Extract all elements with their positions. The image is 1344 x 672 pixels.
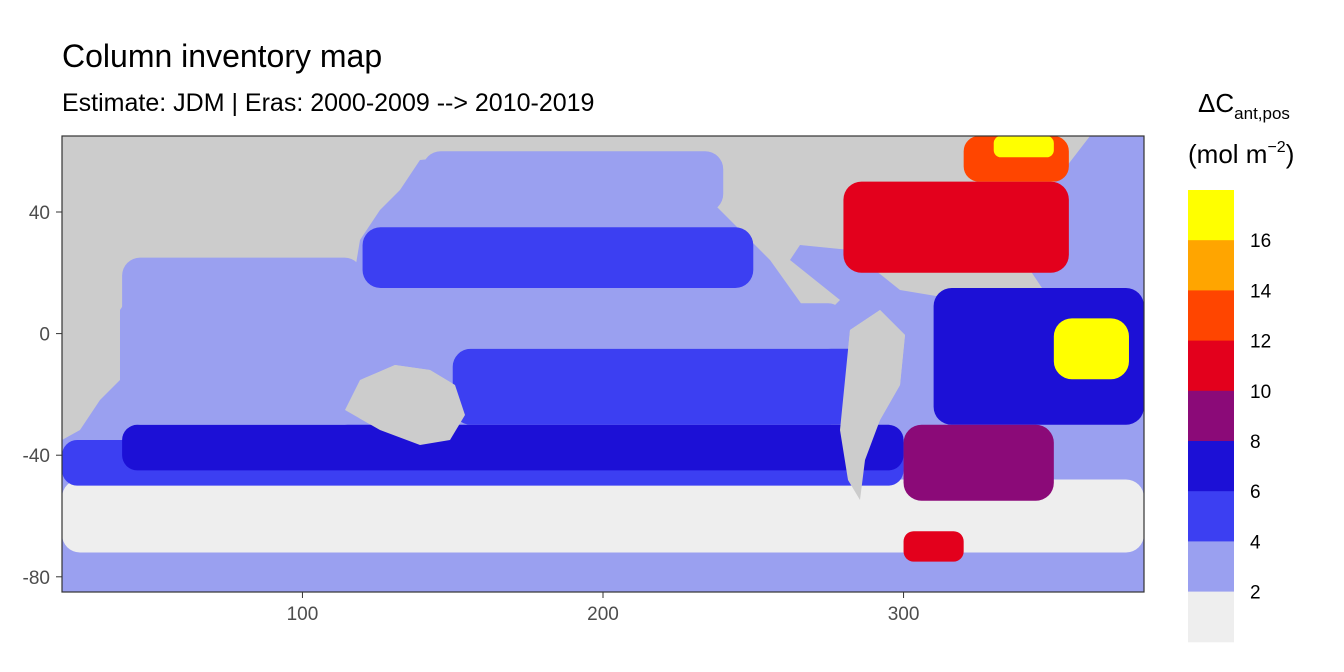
data-region-7: North Pacific subpolar [422, 151, 724, 212]
legend-break-label: 2 [1250, 583, 1261, 604]
data-region-6: Indian Ocean [122, 257, 363, 425]
y-tick-label: -40 [23, 446, 50, 467]
legend-labels: 16 14 12 10 8 6 4 2 [1250, 231, 1272, 603]
legend-swatch [1188, 290, 1234, 342]
data-region-0: Southern Ocean belt [62, 479, 1144, 553]
legend-swatch [1188, 541, 1234, 593]
legend-swatch [1188, 190, 1234, 241]
australia-land-overlay [345, 365, 465, 445]
data-regions-layer: Southern Ocean beltIndian/Pacific 40S ba… [62, 136, 1144, 562]
data-region-10: Nordic Seas [993, 136, 1054, 158]
legend-swatch [1188, 441, 1234, 492]
legend-break-label: 14 [1250, 281, 1272, 302]
data-region-4: Equatorial Pacific [362, 303, 844, 349]
legend-break-label: 4 [1250, 532, 1261, 553]
legend-break-label: 6 [1250, 482, 1261, 503]
legend-swatch [1188, 240, 1234, 291]
legend-unit-main: (mol m [1188, 139, 1267, 169]
y-tick-label: 40 [29, 203, 50, 224]
legend-swatch [1188, 390, 1234, 442]
chart-title: Column inventory map [62, 38, 383, 74]
legend-unit: (mol m−2) [1188, 139, 1294, 169]
data-region-8: North Atlantic [843, 181, 1069, 273]
data-region-12: Gulf of Guinea hotspot [1053, 318, 1129, 380]
data-region-14: Weddell margin [903, 531, 964, 562]
data-region-2: Indian/Pacific 45S core [122, 424, 904, 471]
legend-unit-superscript: −2 [1267, 139, 1285, 156]
legend-title-main: ΔC [1198, 88, 1234, 118]
y-axis: 40 0 -40 -80 [23, 203, 62, 589]
legend-title-subscript: ant,pos [1234, 104, 1290, 123]
legend-colorbar [1188, 190, 1234, 643]
legend-break-label: 10 [1250, 382, 1271, 403]
y-tick-label: 0 [39, 325, 50, 346]
chart-subtitle: Estimate: JDM | Eras: 2000-2009 --> 2010… [62, 89, 595, 117]
data-region-13: South Atlantic [903, 424, 1054, 501]
legend-unit-close: ) [1286, 139, 1295, 169]
legend-swatch [1188, 491, 1234, 542]
legend-swatch [1188, 591, 1234, 643]
legend-break-label: 8 [1250, 432, 1261, 453]
x-axis: 100 200 300 [287, 592, 920, 625]
data-region-5: North Pacific subtropical [362, 227, 754, 288]
x-tick-label: 300 [888, 604, 920, 625]
x-tick-label: 100 [287, 604, 319, 625]
south-america-land-overlay [840, 310, 905, 500]
x-tick-label: 200 [587, 604, 619, 625]
data-region-3: South Pacific subtropics [452, 348, 874, 425]
legend-swatch [1188, 340, 1234, 392]
legend-break-label: 16 [1250, 231, 1271, 252]
y-tick-label: -80 [23, 568, 50, 589]
legend-title: ΔCant,pos [1198, 88, 1290, 123]
legend-break-label: 12 [1250, 332, 1271, 353]
